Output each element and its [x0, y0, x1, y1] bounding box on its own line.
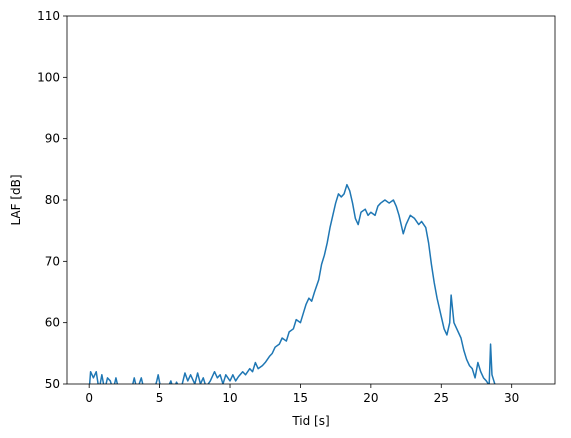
x-tick-label: 20 [363, 391, 378, 405]
x-tick-label: 30 [504, 391, 519, 405]
x-tick-label: 15 [293, 391, 308, 405]
y-tick-label: 80 [45, 193, 60, 207]
y-tick-label: 100 [37, 70, 60, 84]
plot-frame [66, 15, 556, 385]
data-line [88, 183, 496, 384]
x-tick-label: 5 [156, 391, 164, 405]
y-tick-label: 50 [45, 377, 60, 391]
y-axis-label: LAF [dB] [9, 174, 23, 225]
y-tick-label: 110 [37, 9, 60, 23]
y-tick-label: 90 [45, 132, 60, 146]
x-tick-label: 25 [434, 391, 449, 405]
x-axis-label: Tid [s] [291, 414, 329, 428]
y-tick-label: 70 [45, 254, 60, 268]
x-tick-label: 10 [222, 391, 237, 405]
x-tick-label: 0 [85, 391, 93, 405]
y-tick-label: 60 [45, 316, 60, 330]
